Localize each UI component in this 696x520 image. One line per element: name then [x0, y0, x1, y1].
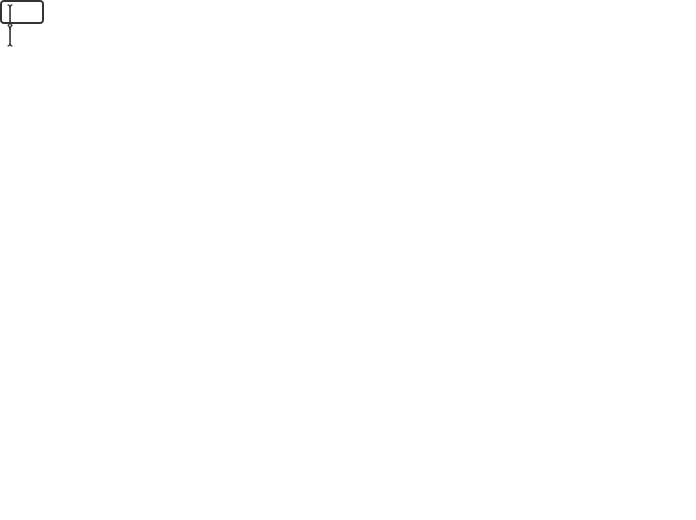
mindmap-canvas: { }: [0, 0, 696, 520]
connector-layer: [0, 0, 696, 520]
root-node[interactable]: [0, 0, 44, 24]
